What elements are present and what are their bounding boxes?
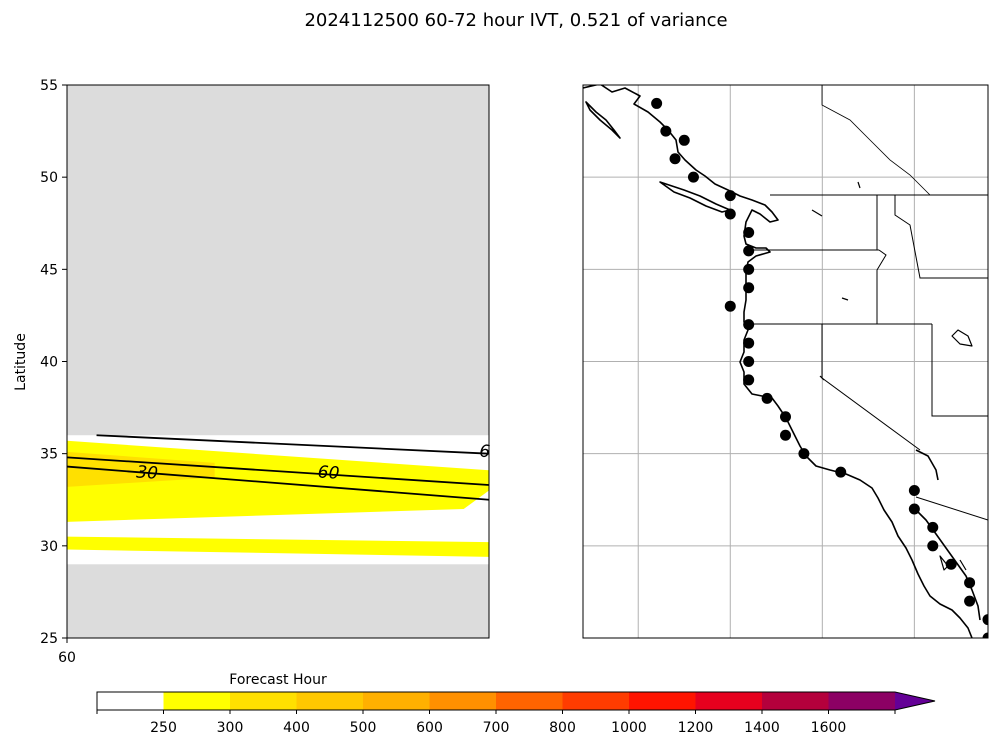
station-point [964, 577, 976, 589]
station-point [651, 97, 663, 109]
station-point [798, 448, 810, 460]
colorbar-tick-label: 1200 [678, 720, 714, 736]
map-panel [582, 84, 989, 639]
station-point [678, 134, 690, 146]
left-ylabel: Latitude [13, 333, 29, 391]
y-tick-label: 35 [40, 447, 58, 463]
band-lower [67, 536, 489, 557]
colorbar: Forecast Hour 250 300 400 500 600 700 800 1000 1… [96, 672, 936, 736]
ca-nv-border [821, 324, 921, 451]
colorbar-cell [97, 692, 164, 710]
colorbar-cell [695, 692, 763, 710]
x-tick-label: 60 [58, 650, 76, 666]
colorbar-tick-label: 250 [150, 720, 177, 736]
station-point [780, 429, 791, 441]
station-point [743, 374, 755, 386]
colorbar-tick-label: 500 [350, 720, 377, 736]
colorbar-outline [96, 691, 936, 711]
y-tick-label: 50 [40, 170, 58, 186]
colorbar-cell [629, 692, 696, 710]
nv-ut-border [931, 324, 988, 417]
contour-60 [66, 456, 490, 486]
station-point [945, 558, 957, 570]
colorbar-cell [496, 692, 563, 710]
station-point [743, 356, 755, 367]
colorbar-cell [429, 692, 497, 710]
colorbar-tick-label: 300 [217, 720, 244, 736]
station-point [724, 190, 736, 202]
station-point [660, 125, 672, 137]
station-point [687, 171, 699, 183]
colorbar-tick-label: 1000 [611, 720, 647, 736]
station-point [743, 245, 755, 257]
colorbar-tick-label: 600 [416, 720, 443, 736]
colorbar-cell [296, 692, 364, 710]
y-tick-label: 55 [40, 78, 58, 94]
colorbar-tick-label: 700 [483, 720, 510, 736]
y-tick-label: 40 [40, 355, 58, 371]
station-point [669, 153, 681, 165]
contour-6 [96, 434, 490, 455]
station-point [743, 282, 755, 294]
station-point [724, 300, 736, 312]
station-point [724, 208, 736, 220]
station-point [908, 485, 920, 497]
colorbar-cell [828, 692, 896, 710]
colorbar-cell [762, 692, 829, 710]
or-id-border [876, 249, 887, 324]
station-point [780, 411, 791, 423]
contour-label: 60 [317, 462, 340, 483]
contour-label: 6 [479, 442, 491, 463]
left-panel: 30 60 6 25 30 35 40 45 50 55 60 Latitude [13, 78, 491, 666]
colorbar-tick-label: 1600 [811, 720, 847, 736]
colorbar-tick-label: 1400 [744, 720, 780, 736]
mexico-border [915, 496, 988, 521]
y-tick-label: 30 [40, 539, 58, 555]
station-point [982, 632, 988, 638]
colorbar-tick-label: 400 [283, 720, 310, 736]
station-point [743, 319, 755, 331]
station-point [964, 595, 976, 607]
bc-ab-border [821, 85, 931, 196]
colorbar-cell [163, 692, 231, 710]
colorbar-extend-arrow [895, 692, 935, 710]
station-point [927, 540, 939, 552]
station-point [908, 503, 920, 515]
station-point [761, 392, 773, 404]
figure-title: 2024112500 60-72 hour IVT, 0.521 of vari… [304, 10, 727, 31]
y-tick-label: 45 [40, 262, 58, 278]
contour-label: 30 [136, 462, 159, 483]
station-point [743, 226, 755, 238]
colorbar-cell [562, 692, 630, 710]
map-frame [582, 84, 989, 639]
id-mt-border [894, 195, 988, 279]
station-point [835, 466, 847, 478]
station-point [743, 337, 755, 349]
coastline [583, 85, 981, 638]
station-point [743, 263, 755, 275]
contour-30 [66, 465, 490, 501]
colorbar-label: Forecast Hour [229, 672, 327, 688]
colorbar-tick-label: 800 [549, 720, 576, 736]
colorbar-cell [230, 692, 297, 710]
station-point [927, 521, 939, 533]
station-point [982, 614, 988, 626]
colorbar-cell [363, 692, 430, 710]
y-tick-label: 25 [40, 631, 58, 647]
state-borders [748, 85, 988, 521]
